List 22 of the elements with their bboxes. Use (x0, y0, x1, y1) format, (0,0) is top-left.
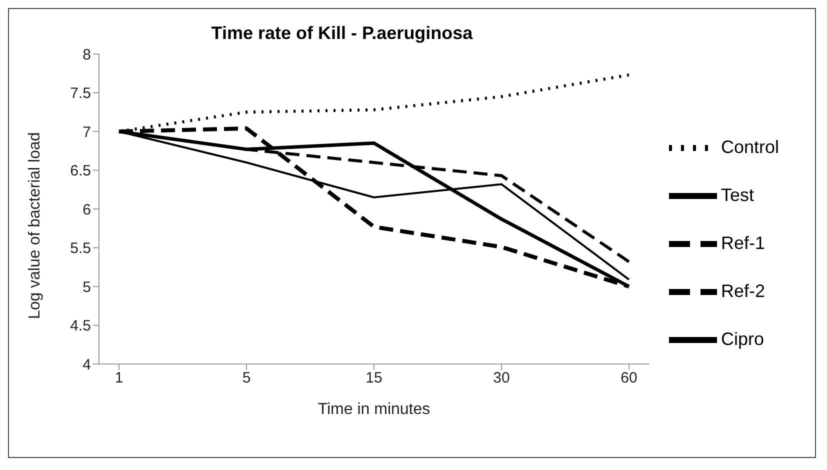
y-tick-label: 6.5 (70, 162, 91, 180)
y-tick-label: 4 (82, 356, 91, 374)
x-tick-label: 60 (620, 370, 638, 387)
chart-title: Time rate of Kill - P.aeruginosa (210, 22, 474, 44)
x-axis-title: Time in minutes (318, 401, 430, 418)
y-tick-label: 5.5 (70, 240, 91, 258)
x-tick-label: 15 (366, 370, 382, 387)
y-tick-label: 7.5 (70, 85, 91, 102)
x-tick-label: 30 (493, 370, 510, 387)
legend-label: Ref-1 (720, 232, 765, 253)
legend-label: Control (720, 136, 779, 157)
legend-label: Ref-2 (720, 280, 765, 301)
y-tick-label: 4.5 (70, 318, 91, 335)
legend-label: Cipro (720, 328, 764, 349)
x-tick-label: 1 (114, 370, 124, 387)
y-axis-title: Log value of bacterial load (26, 132, 44, 319)
y-tick-label: 6 (82, 201, 91, 218)
x-tick-label: 5 (242, 370, 251, 387)
y-tick-label: 8 (82, 46, 91, 64)
y-tick-label: 5 (82, 278, 91, 296)
y-tick-label: 7 (82, 124, 91, 141)
legend-label: Test (720, 184, 754, 205)
